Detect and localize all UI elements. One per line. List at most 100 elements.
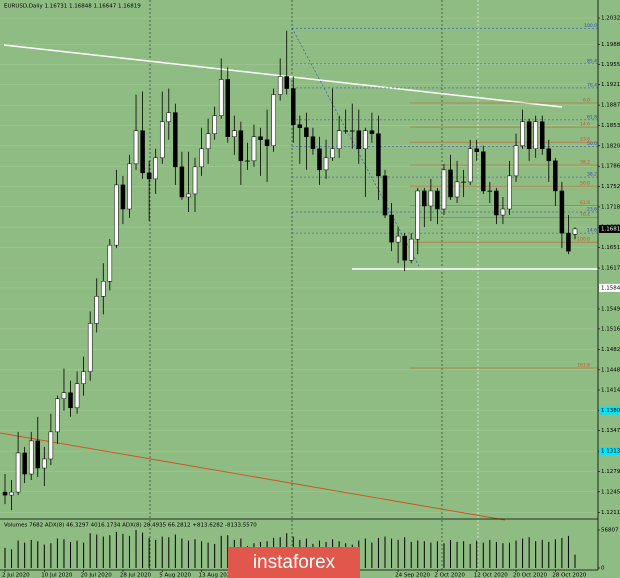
candle-body — [9, 491, 14, 496]
candle-body — [566, 232, 571, 252]
candles — [2, 30, 578, 511]
candle-body — [179, 166, 185, 198]
candle-body — [559, 190, 565, 234]
fib-label: 0.0 — [583, 97, 590, 103]
candle-body — [22, 452, 27, 475]
y-tick-label: 1.15160 — [601, 326, 620, 332]
candle-body — [546, 148, 552, 162]
fib-label: 161.8 — [577, 363, 590, 369]
candle-body — [264, 139, 270, 147]
candle-body — [297, 124, 303, 128]
candle-body — [140, 130, 145, 174]
y-tick-label: 1.14145 — [601, 388, 620, 394]
candle-body — [553, 160, 558, 192]
fib-label: 61.8 — [587, 114, 597, 120]
x-tick-label: 28 Jul 2020 — [120, 573, 152, 578]
candle-body — [376, 133, 381, 177]
fib-label: 100.0 — [577, 237, 590, 243]
fib-label: 76.4 — [580, 212, 590, 218]
volume-tick-label: 56807 — [601, 528, 619, 534]
candle-body — [336, 130, 342, 150]
y-tick-label: 1.16510 — [601, 245, 620, 251]
candle-body — [330, 148, 335, 159]
fib-label: 14.6 — [587, 228, 597, 234]
candle-body — [186, 193, 191, 198]
y-tick-label: 1.18535 — [601, 123, 620, 129]
y-tick-label: 1.17185 — [601, 204, 620, 210]
last-price-label: 1.16819 — [601, 226, 620, 232]
y-tick-label: 1.13805 — [601, 408, 620, 414]
candle-body — [284, 76, 289, 89]
candle-body — [225, 79, 231, 137]
candle-body — [42, 458, 47, 469]
candle-body — [48, 431, 54, 460]
candle-body — [415, 190, 421, 240]
candle-body — [218, 79, 224, 116]
y-tick-label: 1.17525 — [601, 184, 620, 190]
candle-body — [500, 208, 506, 216]
candle-body — [454, 181, 460, 198]
axes: 1.20320 1.19880 1.19550 1.19215 1.18875 1.185… — [2, 16, 620, 578]
candle-body — [61, 392, 67, 399]
y-tick-label: 1.18200 — [601, 143, 620, 149]
watermark-box — [228, 547, 360, 578]
y-tick-label: 1.20320 — [601, 16, 620, 22]
fib-label: 38.2 — [587, 172, 597, 178]
y-tick-label: 1.14480 — [601, 367, 620, 373]
candle-body — [258, 136, 263, 140]
candle-body — [304, 127, 309, 137]
y-tick-label: 1.19550 — [601, 62, 620, 68]
candle-body — [408, 238, 414, 261]
fib-label: 61.8 — [580, 200, 590, 206]
y-tick-label: 1.13130 — [601, 449, 620, 455]
candle-body — [369, 130, 375, 134]
candle-body — [520, 121, 525, 147]
candle-body — [395, 235, 401, 243]
candle-body — [526, 121, 532, 150]
y-tick-label: 1.17860 — [601, 164, 620, 170]
candle-body — [428, 190, 434, 207]
candle-body — [120, 184, 126, 210]
x-tick-label: 28 Oct 2020 — [552, 573, 587, 578]
candle-body — [343, 130, 348, 132]
candle-body — [461, 181, 466, 183]
candle-body — [539, 121, 545, 150]
x-tick-label: 13 Aug 2020 — [199, 573, 235, 578]
candle-body — [205, 133, 211, 150]
candle-body — [94, 296, 99, 324]
candle-body — [323, 157, 329, 171]
y-tick-label: 1.13470 — [601, 428, 620, 434]
candle-body — [212, 115, 217, 134]
candle-body — [487, 190, 493, 192]
candle-body — [55, 398, 60, 433]
candle-body — [356, 130, 362, 150]
indicator-title: Volumes 7682 ADX(8) 46.3297 4016.1734 AD… — [4, 523, 257, 529]
x-tick-label: 2 Jul 2020 — [2, 573, 30, 578]
trend-line — [0, 432, 506, 521]
candle-body — [238, 130, 244, 162]
candle-body — [35, 440, 41, 469]
y-tick-label: 1.15490 — [601, 306, 620, 312]
candle-body — [232, 130, 237, 137]
fib-label: 23.6 — [580, 137, 590, 143]
fib-label: 50.0 — [580, 181, 590, 187]
y-tick-label: 1.19215 — [601, 82, 620, 88]
candle-body — [507, 175, 512, 210]
x-tick-label: 5 Aug 2020 — [159, 573, 191, 578]
volume-tick-label: 0 — [601, 566, 605, 572]
x-tick-label: 20 Oct 2020 — [513, 573, 548, 578]
candle-body — [572, 228, 578, 235]
candle-body — [192, 166, 198, 195]
candle-body — [81, 371, 86, 384]
candle-body — [533, 121, 538, 150]
candle-body — [363, 130, 368, 150]
candle-body — [107, 244, 113, 282]
candle-body — [2, 491, 8, 496]
fib-label: 38.2 — [580, 160, 590, 166]
y-tick-label: 1.14820 — [601, 347, 620, 353]
last-price-box — [599, 224, 620, 233]
y-tick-label: 1.16170 — [601, 266, 620, 272]
candle-body — [146, 172, 152, 180]
drawings — [0, 0, 598, 570]
x-tick-label: 20 Jul 2020 — [81, 573, 113, 578]
